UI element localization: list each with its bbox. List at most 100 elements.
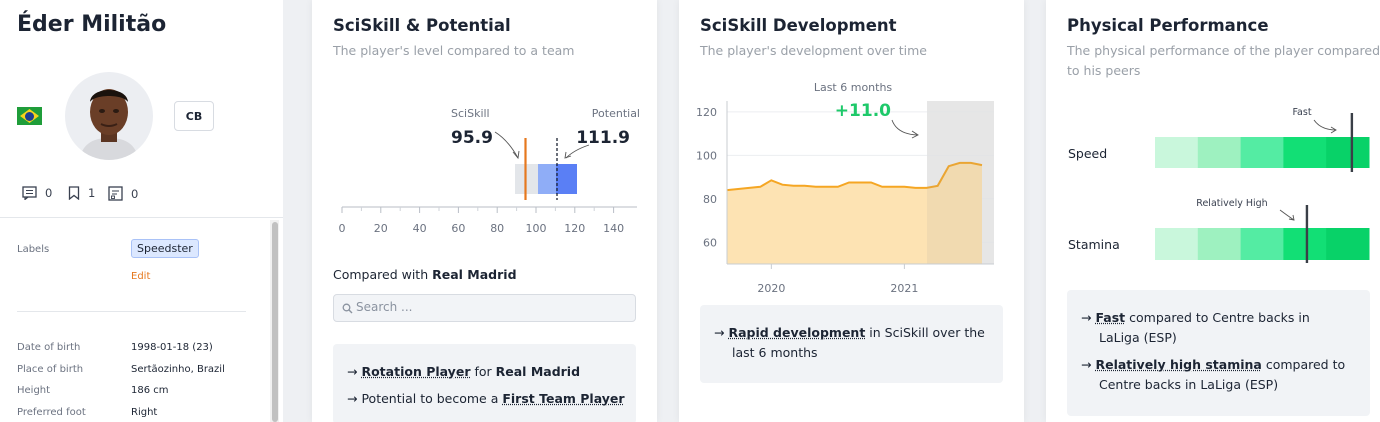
performance-segment (1326, 137, 1370, 168)
subtitle-line: to his peers (1067, 63, 1141, 78)
compared-team: Real Madrid (432, 267, 517, 282)
insight-text: compared to (1265, 357, 1346, 372)
physical-insights: → Fast compared to Centre backs in LaLig… (1067, 290, 1370, 416)
rotation-player-link[interactable]: Rotation Player (361, 364, 471, 379)
insight-development: → Rapid development in SciSkill over the (714, 323, 985, 343)
axis-tick-label: 60 (451, 222, 465, 235)
rapid-development-link[interactable]: Rapid development (728, 325, 866, 340)
arrow-icon: → (347, 391, 358, 406)
y-tick-label: 60 (703, 236, 717, 249)
report-icon (108, 186, 123, 201)
delta-value: +11.0 (835, 101, 891, 121)
fast-link[interactable]: Fast (1095, 310, 1126, 325)
speed-label: Speed (1068, 146, 1107, 161)
reports-stat[interactable]: 0 (108, 186, 138, 201)
last-6-months-overlay (927, 101, 994, 264)
performance-segment (1240, 137, 1284, 168)
info-label-birthplace: Place of birth (17, 364, 84, 375)
bookmarks-stat[interactable]: 1 (68, 186, 95, 200)
search-input[interactable] (356, 300, 626, 314)
y-tick-label: 120 (696, 106, 717, 119)
comment-icon (22, 186, 37, 200)
sciskill-card: SciSkill & Potential The player's level … (312, 0, 657, 422)
delta-arrow (891, 119, 918, 136)
stamina-label: Stamina (1068, 237, 1120, 252)
card-subtitle: The player's level compared to a team (333, 43, 575, 58)
labels-title: Labels (17, 244, 50, 255)
stamina-arrow (1279, 209, 1295, 221)
compared-prefix: Compared with (333, 267, 429, 282)
axis-tick-label: 80 (490, 222, 504, 235)
position-badge: CB (174, 101, 214, 131)
first-team-player-link[interactable]: First Team Player (502, 391, 625, 406)
physical-chart: Speed Fast Stamina Relatively High (1068, 107, 1370, 263)
performance-segment (1283, 137, 1327, 168)
potential-label: Potential (592, 107, 640, 120)
divider (0, 217, 283, 218)
insight-stamina-line2: Centre backs in LaLiga (ESP) (1099, 377, 1279, 392)
team-search[interactable] (333, 294, 636, 322)
x-tick-label: 2020 (757, 282, 785, 295)
player-profile-panel: Éder Militão CB 0 1 (0, 0, 283, 422)
arrow-icon: → (714, 325, 725, 340)
insight-potential: → Potential to become a First Team Playe… (347, 389, 625, 409)
insight-text: compared to Centre backs in (1129, 310, 1310, 325)
axis-tick-label: 120 (564, 222, 585, 235)
player-name: Éder Militão (17, 12, 167, 37)
performance-segment (1197, 137, 1242, 168)
arrow-icon: → (1081, 357, 1092, 372)
edit-labels-link[interactable]: Edit (131, 271, 151, 282)
axis-tick-label: 140 (603, 222, 624, 235)
performance-segment (1197, 228, 1242, 260)
bookmark-icon (68, 186, 80, 200)
physical-card: Physical Performance The physical perfor… (1046, 0, 1380, 422)
speed-arrow (1313, 119, 1337, 131)
axis-tick-label: 100 (526, 222, 547, 235)
development-chart: 60 80 100 120 2020 2021 Last 6 months +11.0 (696, 81, 994, 295)
notes-stat[interactable]: 0 (22, 186, 52, 200)
notes-count: 0 (45, 186, 53, 200)
card-subtitle: The physical performance of the player c… (1067, 41, 1380, 81)
insight-development-line2: last 6 months (732, 345, 818, 360)
subtitle-line: The physical performance of the player c… (1067, 43, 1380, 58)
performance-segment (1283, 228, 1327, 260)
brazil-flag-icon (17, 107, 42, 125)
insight-team: Real Madrid (495, 364, 581, 379)
axis-tick-label: 40 (413, 222, 427, 235)
scrollbar-thumb[interactable] (272, 222, 278, 422)
info-value-birthplace: Sertãozinho, Brazil (131, 364, 225, 375)
sciskill-scale-chart: SciSkill 95.9 Potential 111.9 0 20 40 60 80 1… (339, 107, 641, 235)
team-range-high (556, 164, 577, 194)
axis-tick-label: 0 (339, 222, 346, 235)
performance-segment (1155, 228, 1199, 260)
y-tick-label: 100 (696, 149, 717, 162)
sciskill-arrow (494, 131, 519, 159)
label-chip-speedster[interactable]: Speedster (131, 239, 199, 258)
info-value-dob: 1998-01-18 (23) (131, 342, 213, 353)
performance-segment (1155, 137, 1199, 168)
compared-with: Compared with Real Madrid (333, 267, 517, 282)
axis-tick-label: 20 (374, 222, 388, 235)
insight-speed-line2: LaLiga (ESP) (1099, 330, 1177, 345)
development-insights: → Rapid development in SciSkill over the… (700, 305, 1003, 383)
insight-stamina: → Relatively high stamina compared to (1081, 355, 1345, 375)
insight-speed: → Fast compared to Centre backs in (1081, 308, 1310, 328)
relatively-high-stamina-link[interactable]: Relatively high stamina (1095, 357, 1262, 372)
sciskill-label: SciSkill (451, 107, 490, 120)
team-range-mid (538, 164, 556, 194)
divider (17, 311, 246, 312)
insight-text: Potential to become a (361, 391, 499, 406)
arrow-icon: → (1081, 310, 1092, 325)
insight-text: for (474, 364, 492, 379)
performance-segment (1326, 228, 1370, 260)
card-subtitle: The player's development over time (700, 43, 927, 58)
bookmarks-count: 1 (88, 186, 96, 200)
info-label-foot: Preferred foot (17, 407, 86, 418)
speed-annotation: Fast (1292, 107, 1311, 118)
insight-text: in SciSkill over the (869, 325, 985, 340)
potential-arrow (565, 144, 590, 159)
sciskill-value: 95.9 (451, 128, 493, 148)
y-tick-label: 80 (703, 193, 717, 206)
info-label-dob: Date of birth (17, 342, 81, 353)
arrow-icon: → (347, 364, 358, 379)
